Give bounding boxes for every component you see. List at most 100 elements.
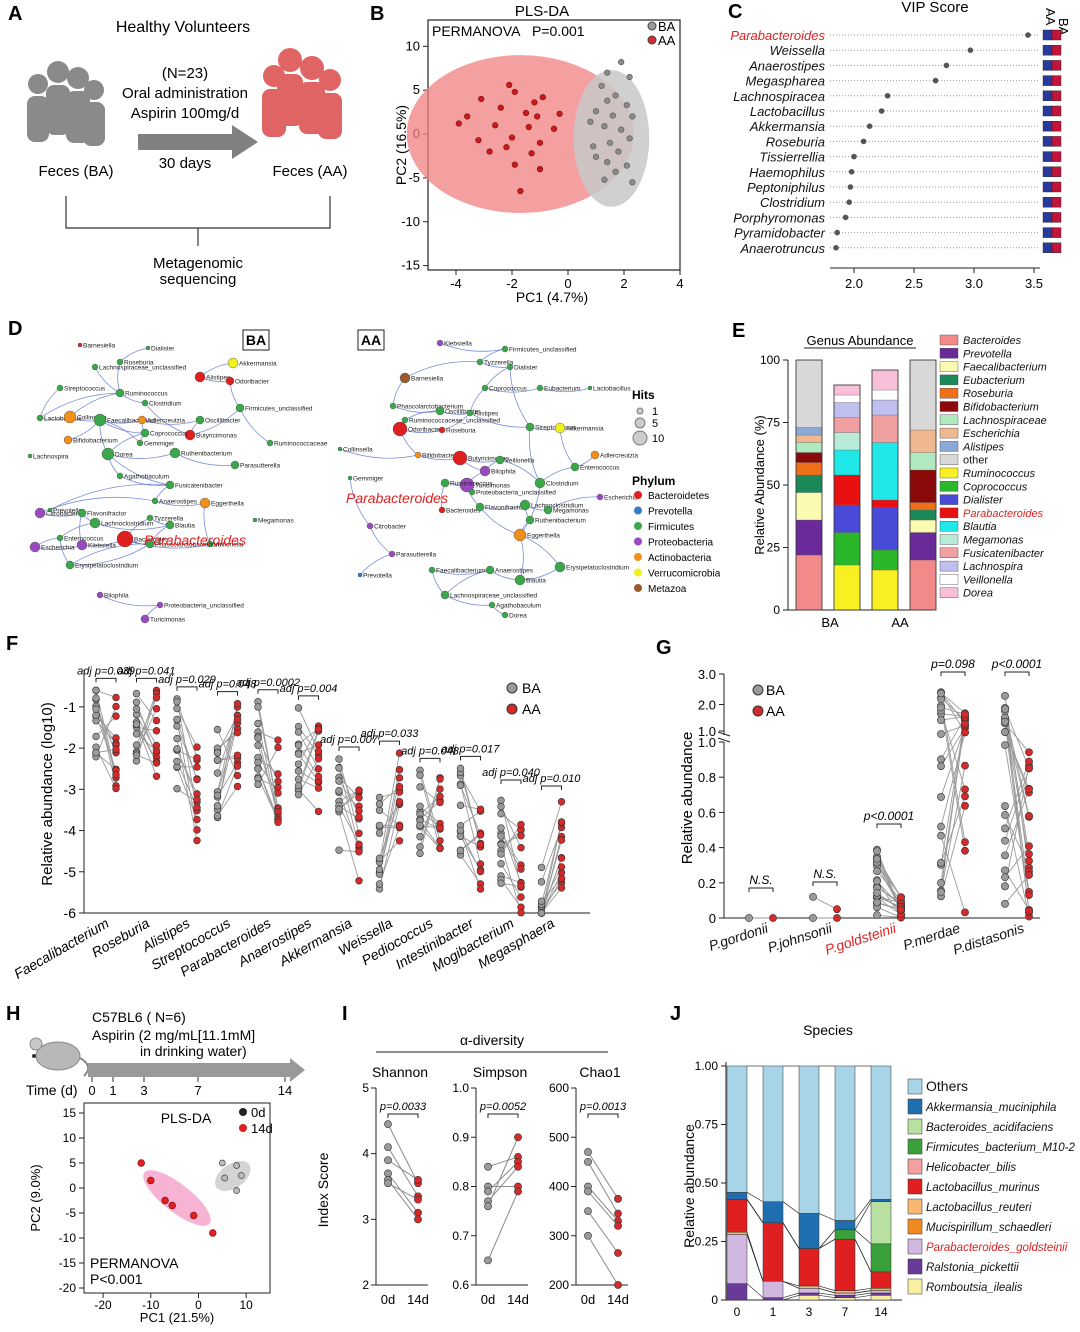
metric-title: Chao1	[579, 1064, 620, 1080]
ba-point	[618, 127, 624, 133]
ba-node-label: Butyricimonas	[196, 433, 238, 440]
people-red-icon	[262, 48, 342, 139]
aa-point	[526, 124, 532, 130]
panel-f-chart: F Relative abundance (log10) BA AA -1-2-…	[0, 630, 640, 980]
pair-line	[96, 690, 116, 774]
pair-line	[388, 1173, 418, 1212]
ba-node-label: Lachnospira	[33, 454, 69, 461]
x-tick-label: 14d	[407, 1292, 429, 1307]
ba-point	[336, 847, 343, 854]
bar-segment	[910, 360, 936, 430]
legend-swatch	[940, 388, 958, 398]
x-tick-label: -4	[450, 276, 462, 291]
aa-node	[439, 427, 445, 433]
legend-label: Bacteroides	[963, 335, 1022, 347]
aa-node	[526, 423, 534, 431]
aa-point	[356, 841, 363, 848]
aa-point	[558, 884, 565, 891]
y-tick-label: -15	[59, 1256, 77, 1270]
ba-point	[376, 794, 383, 801]
ba-node-label: Eggerthella	[211, 501, 244, 508]
aa-point	[512, 162, 518, 168]
ba-node	[141, 615, 149, 623]
aa-point	[558, 819, 565, 826]
x-tick-label: 14d	[607, 1292, 629, 1307]
ba-point	[618, 59, 624, 65]
aa-cell	[1043, 152, 1052, 162]
phylum-label: Metazoa	[648, 584, 687, 595]
method-line2: sequencing	[160, 271, 237, 288]
chart-title: α-diversity	[460, 1032, 524, 1048]
aa-node-label: Faecalibacterium	[436, 568, 486, 575]
flow-connector	[783, 1223, 799, 1249]
ba-point	[602, 177, 608, 183]
aa-node	[400, 373, 410, 383]
ba-point	[417, 843, 424, 850]
aa-cell	[1043, 60, 1052, 70]
ba-point	[1001, 742, 1008, 749]
aa-point	[194, 816, 201, 823]
flow-connector	[747, 1232, 763, 1281]
aa-point	[194, 804, 201, 811]
14d-point	[414, 1216, 421, 1223]
y-tick-label: -5	[65, 1206, 76, 1220]
aa-node	[367, 523, 373, 529]
ba-point	[133, 690, 140, 697]
ba-point	[937, 704, 944, 711]
legend-swatch	[908, 1159, 922, 1174]
aa-point	[1025, 907, 1032, 914]
aa-node	[390, 403, 396, 409]
after-label: Feces (AA)	[272, 163, 347, 180]
aa-point	[961, 720, 968, 727]
aa-point	[315, 755, 322, 762]
ba-point	[1001, 837, 1008, 844]
0d-point	[222, 1175, 228, 1181]
bar-segment	[872, 390, 898, 400]
aa-point	[315, 726, 322, 733]
aa-point	[833, 914, 840, 921]
dose-label: Aspirin 100mg/d	[131, 105, 239, 122]
pair-line	[388, 1160, 418, 1180]
ba-point	[255, 720, 262, 727]
ba-point	[937, 859, 944, 866]
panel-g-chart: G Relative abundance BA AA 3.02.01.01.00…	[640, 630, 1080, 980]
x-tick-label: 2	[620, 276, 627, 291]
ba-point	[214, 812, 221, 819]
aa-edge	[560, 428, 575, 467]
aa-node	[477, 359, 483, 365]
treatment-label: Oral administration	[122, 85, 248, 102]
ba-point	[1001, 867, 1008, 874]
ba-point	[376, 830, 383, 837]
legend-swatch	[940, 535, 958, 545]
legend-swatch	[940, 402, 958, 412]
aa-point	[498, 105, 504, 111]
legend-aa-marker	[648, 36, 656, 44]
ba-cell	[1052, 167, 1061, 177]
aa-edge	[510, 367, 530, 427]
ba-cell	[1052, 45, 1061, 55]
legend-ba-marker	[507, 683, 517, 693]
aa-cell	[1043, 45, 1052, 55]
legend-aa: AA	[658, 33, 676, 48]
aa-point	[275, 744, 282, 751]
ba-point	[745, 914, 752, 921]
bar-segment	[871, 1202, 891, 1244]
genus-label: Weissella	[770, 43, 825, 58]
ba-point	[873, 889, 880, 896]
vip-point	[851, 154, 857, 160]
aa-point	[961, 909, 968, 916]
ba-point	[214, 792, 221, 799]
0d-point	[234, 1163, 240, 1169]
y-tick-label: 0.50	[695, 1176, 719, 1190]
y-axis-label: PC2 (16.5%)	[393, 105, 409, 185]
y-tick-label: 4	[362, 1147, 369, 1161]
y-tick-label: 0.8	[698, 770, 716, 785]
bar-segment	[796, 428, 822, 436]
ba-node-label: Akkermansia	[239, 361, 277, 368]
aa-node-label: Eggerthella	[527, 533, 560, 540]
aa-node-label: Parasutterella	[396, 552, 436, 559]
legend-0d-marker	[239, 1108, 247, 1116]
y-tick-label: -20	[59, 1281, 77, 1295]
panel-j-chart: J Species Relative abundance 1.000.750.5…	[650, 1000, 1080, 1327]
